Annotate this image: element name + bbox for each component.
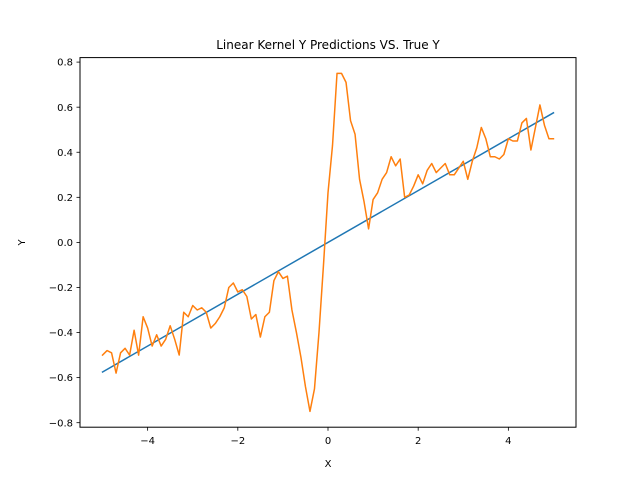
- x-tick-label: 4: [505, 436, 511, 447]
- y-tick-label: −0.8: [49, 418, 73, 429]
- y-tick-label: 0.8: [57, 58, 73, 69]
- series-line-2: [101, 72, 555, 413]
- y-tick-label: −0.2: [49, 283, 73, 294]
- x-tick-label: −4: [140, 436, 155, 447]
- x-tick-label: −2: [230, 436, 245, 447]
- y-tick-label: 0.2: [57, 193, 73, 204]
- series-layer: [101, 72, 555, 413]
- y-axis-label: Y: [17, 238, 28, 246]
- y-tick-label: −0.4: [49, 328, 73, 339]
- x-tick-label: 0: [325, 436, 331, 447]
- x-axis-label: X: [325, 459, 332, 470]
- plot-frame: [79, 57, 577, 428]
- x-tick-label: 2: [415, 436, 421, 447]
- chart-title: Linear Kernel Y Predictions VS. True Y: [216, 38, 440, 52]
- series-line-1: [101, 111, 555, 374]
- tick-layer: −4 −2 0 2 4 −0.8 −0.6 −0.4 −0.2 0.0 0.2 0.4 0.6 0.8: [49, 58, 512, 447]
- y-tick-label: 0.6: [57, 103, 73, 114]
- y-tick-label: 0.0: [57, 238, 73, 249]
- y-tick-label: 0.4: [57, 148, 73, 159]
- y-tick-label: −0.6: [49, 373, 73, 384]
